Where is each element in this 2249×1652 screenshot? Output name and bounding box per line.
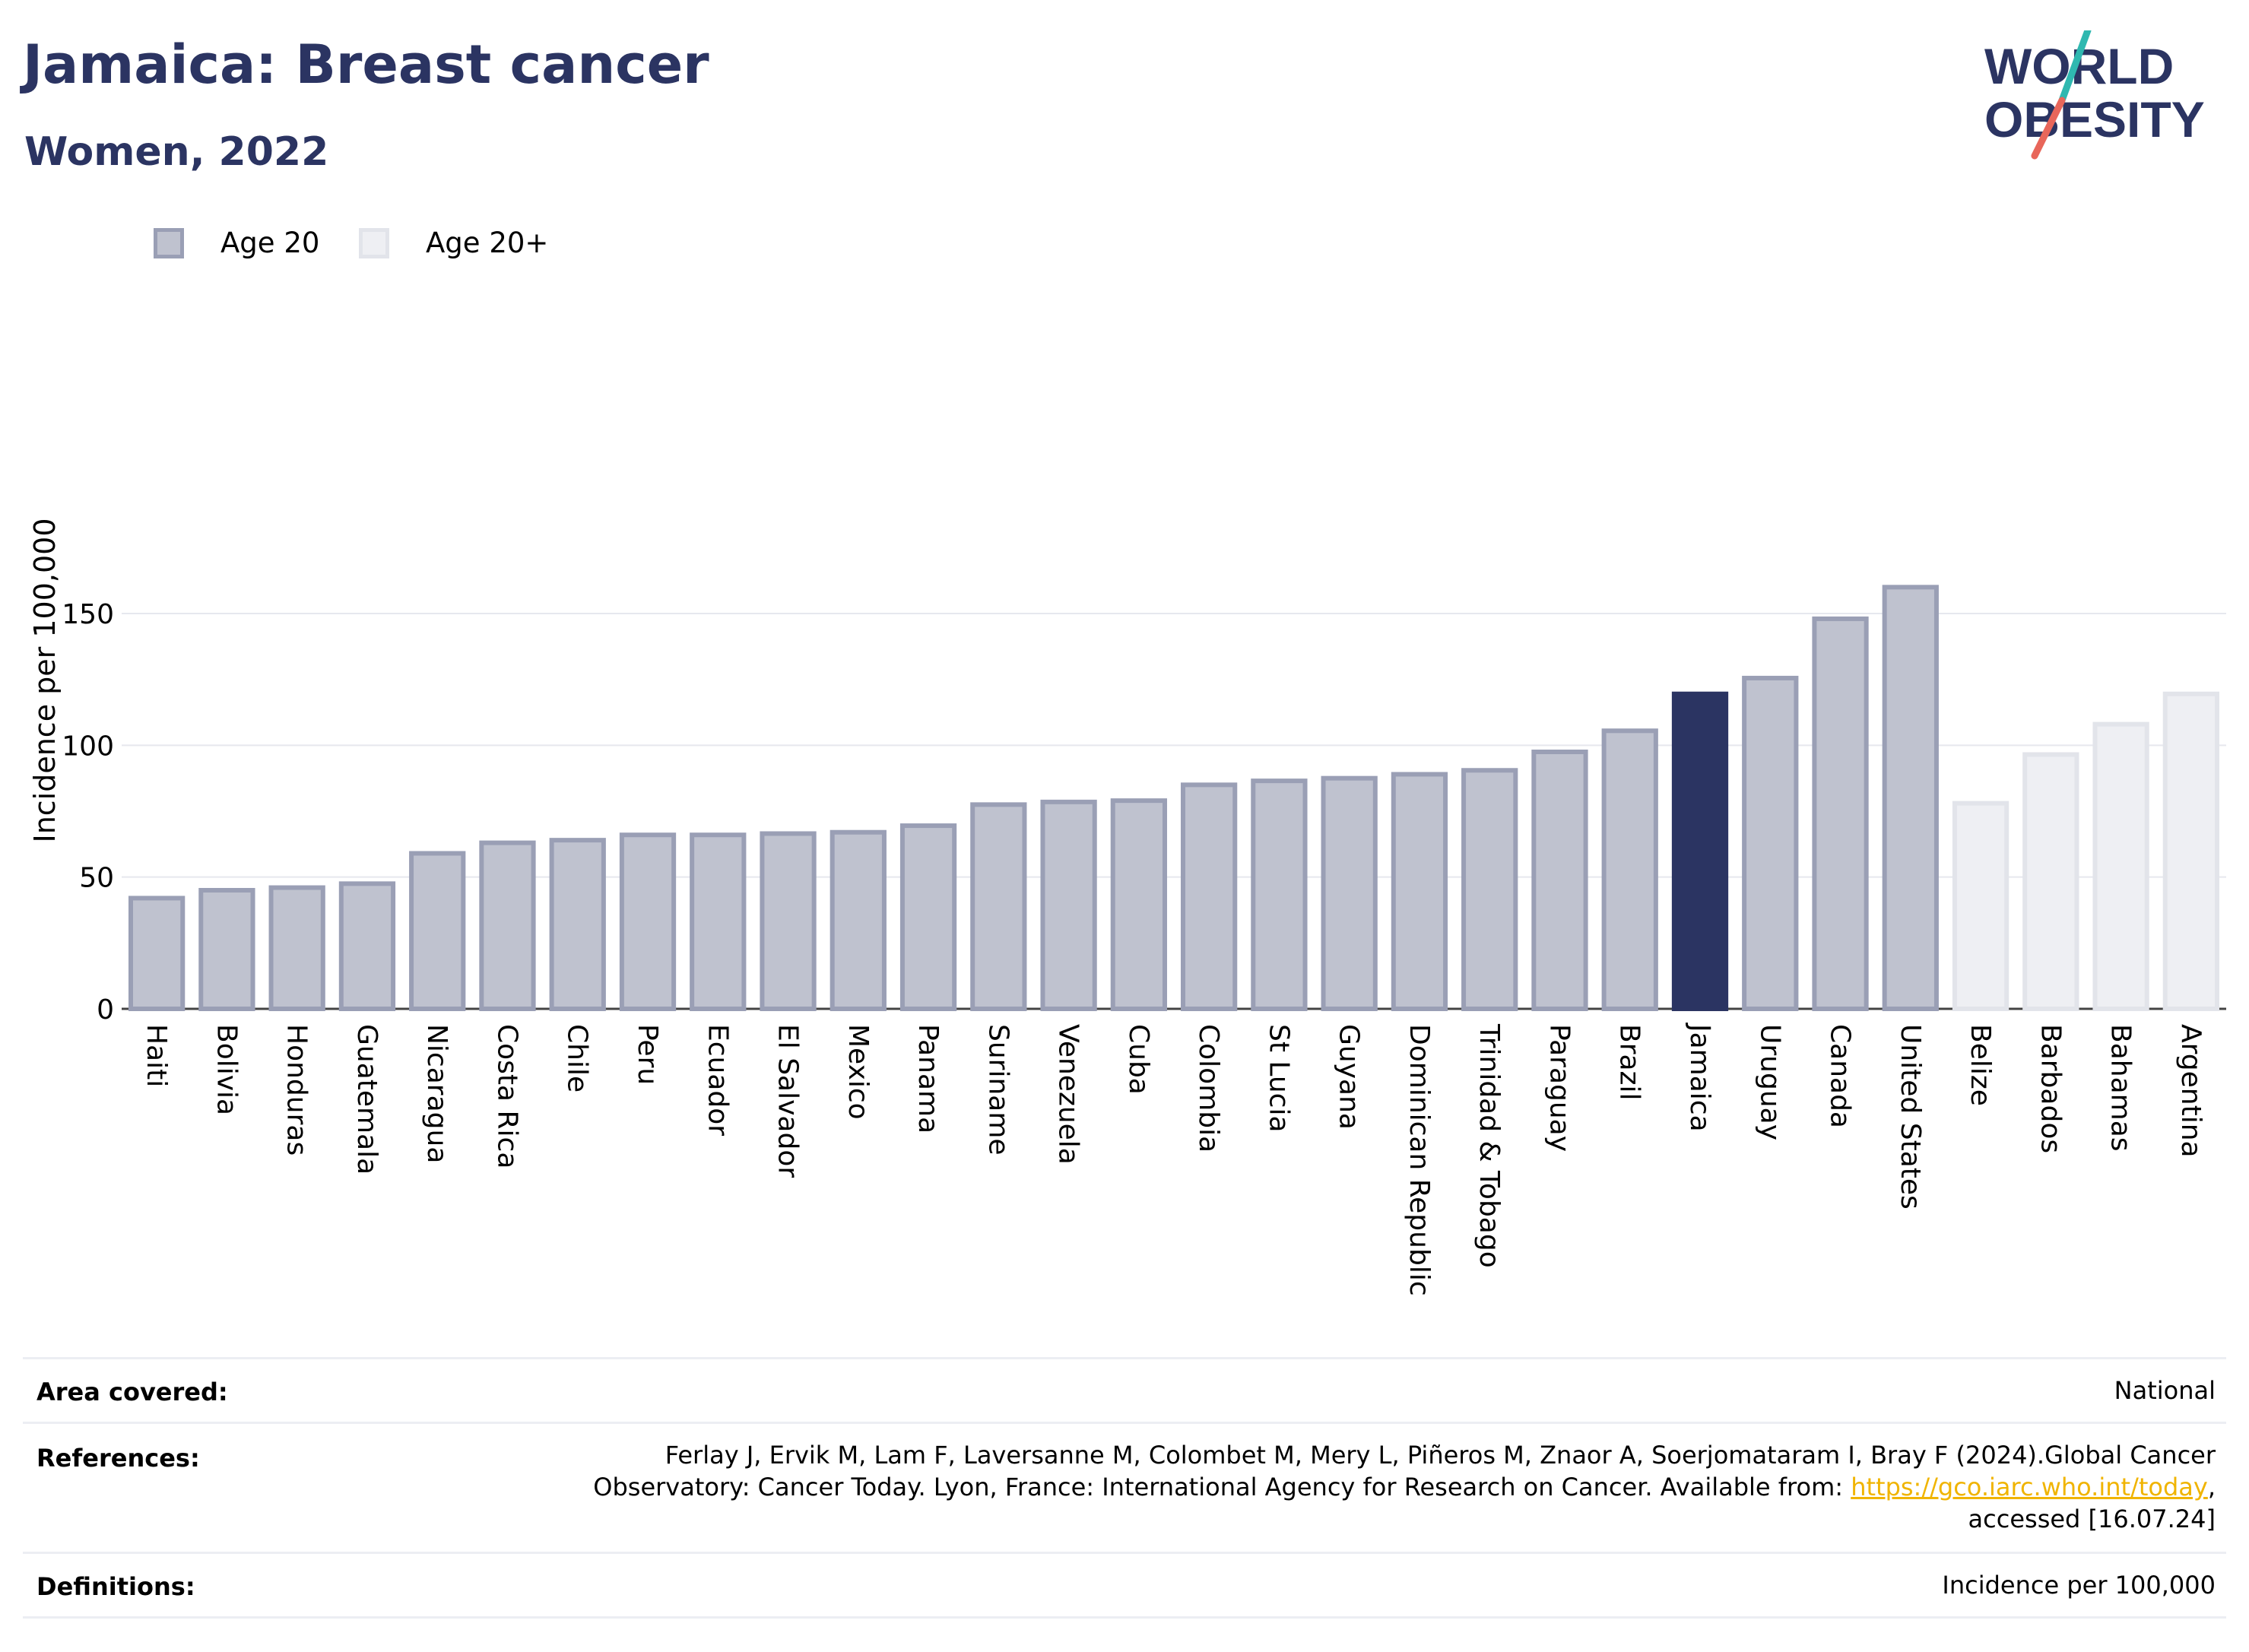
x-tick-label: Venezuela [1053,1024,1084,1165]
x-tick-label: Belize [1965,1024,1996,1106]
references-line2-end: , [2207,1473,2216,1501]
y-tick-labels: 0 50 100 150 [62,599,114,1026]
bar-jamaica[interactable] [1671,691,1729,1011]
chart-footer: Area covered: National References: Ferla… [23,1357,2226,1619]
footer-row-references: References: Ferlay J, Ervik M, Lam F, La… [23,1422,2226,1552]
bar-chile[interactable] [549,838,606,1012]
footer-area-label: Area covered: [36,1378,228,1406]
x-tick-label: Argentina [2175,1024,2206,1158]
x-tick-label: United States [1895,1024,1926,1210]
references-line3: accessed [16.07.24] [1968,1505,2216,1533]
x-tick-label: Brazil [1614,1024,1645,1100]
x-tick-label: Bolivia [211,1024,242,1115]
references-line1: Ferlay J, Ervik M, Lam F, Laversanne M, … [665,1441,2216,1470]
references-line2-text: Observatory: Cancer Today. Lyon, France:… [593,1473,1851,1501]
world-obesity-logo: WORLD OBESITY [1984,30,2205,160]
x-tick-label: St Lucia [1263,1024,1294,1133]
footer-area-value: National [2114,1376,2216,1405]
footer-references-value: Ferlay J, Ervik M, Lam F, Laversanne M, … [593,1439,2216,1535]
y-tick-label: 150 [62,599,114,630]
x-tick-label: Guyana [1334,1024,1365,1130]
x-tick-label: Ecuador [702,1024,733,1136]
logo-slash-teal [2058,30,2092,104]
bar-dominican-republic[interactable] [1391,772,1448,1011]
x-tick-label: Nicaragua [421,1024,452,1163]
bar-guyana[interactable] [1321,775,1378,1012]
bar-suriname[interactable] [970,802,1027,1011]
bar-guatemala[interactable] [338,881,396,1011]
bar-bahamas[interactable] [2092,721,2149,1011]
x-tick-label: Chile [562,1024,593,1092]
y-tick-label: 100 [62,731,114,762]
bar-cuba[interactable] [1110,798,1168,1012]
bar-barbados[interactable] [2022,752,2079,1011]
x-tick-label: Mexico [842,1024,874,1120]
x-tick-label: Uruguay [1754,1024,1785,1140]
chart-gridlines [122,613,2226,1010]
legend-label-age-20: Age 20 [220,227,320,259]
legend-swatch-age-20 [154,228,184,258]
x-tick-labels: Haiti Bolivia Honduras Guatemala Nicaragua Co… [141,1023,2206,1296]
legend-label-age-20-plus: Age 20+ [426,227,549,259]
bar-belize[interactable] [1952,801,2010,1011]
chart-bars [128,585,2220,1012]
bar-panama[interactable] [899,823,957,1011]
x-tick-label: Haiti [141,1024,172,1087]
bar-uruguay[interactable] [1742,675,1799,1011]
bar-mexico[interactable] [829,829,887,1011]
bar-el-salvador[interactable] [760,831,817,1012]
bar-nicaragua[interactable] [409,851,466,1012]
x-tick-label: Bahamas [2105,1024,2136,1152]
x-tick-label: Jamaica [1684,1023,1715,1132]
y-tick-label: 0 [97,994,114,1026]
x-tick-label: Colombia [1193,1024,1224,1153]
bar-venezuela[interactable] [1040,799,1097,1011]
y-axis-label: Incidence per 100,000 [28,518,62,842]
x-tick-label: Panama [912,1024,944,1134]
footer-references-label: References: [36,1444,200,1473]
bar-haiti[interactable] [128,896,186,1012]
bar-ecuador[interactable] [690,832,747,1012]
bar-st-lucia[interactable] [1251,778,1308,1012]
bar-bolivia[interactable] [198,888,255,1011]
logo-slash-coral [2031,97,2066,160]
logo-line2: OBESITY [1984,91,2205,147]
legend-swatch-age-20-plus [359,228,389,258]
x-tick-label: Peru [632,1024,663,1085]
references-link[interactable]: https://gco.iarc.who.int/today [1851,1473,2208,1501]
x-tick-label: Trinidad & Tobago [1473,1023,1505,1268]
bar-trinidad-tobago[interactable] [1461,768,1518,1011]
bar-united-states[interactable] [1882,585,1939,1012]
bar-peru[interactable] [619,832,677,1012]
bar-paraguay[interactable] [1531,750,1588,1011]
x-tick-label: Guatemala [351,1024,382,1175]
x-tick-label: Paraguay [1543,1024,1575,1152]
page-subtitle: Women, 2022 [24,129,329,175]
x-tick-label: Canada [1825,1024,1856,1128]
bar-canada[interactable] [1812,616,1869,1011]
x-tick-label: Barbados [2035,1024,2066,1153]
page-title: Jamaica: Breast cancer [23,33,709,96]
bar-chart: 0 50 100 150 Haiti Bolivia Honduras Guatemala N… [28,518,2226,1296]
references-line2: Observatory: Cancer Today. Lyon, France:… [593,1471,2216,1503]
bar-argentina[interactable] [2162,691,2220,1011]
x-tick-label: Dominican Republic [1404,1024,1435,1296]
footer-definitions-value: Incidence per 100,000 [1942,1571,2216,1600]
x-tick-label: Cuba [1123,1024,1154,1095]
bar-costa-rica[interactable] [479,840,536,1011]
footer-row-area: Area covered: National [23,1357,2226,1422]
bar-honduras[interactable] [268,885,325,1011]
x-tick-label: El Salvador [772,1024,804,1178]
bar-brazil[interactable] [1601,728,1658,1011]
x-tick-label: Honduras [281,1024,312,1156]
y-tick-label: 50 [79,863,114,894]
x-tick-label: Suriname [982,1024,1013,1156]
x-tick-label: Costa Rica [491,1024,522,1168]
footer-definitions-label: Definitions: [36,1572,195,1601]
footer-row-definitions: Definitions: Incidence per 100,000 [23,1552,2226,1619]
bar-colombia[interactable] [1180,782,1238,1011]
